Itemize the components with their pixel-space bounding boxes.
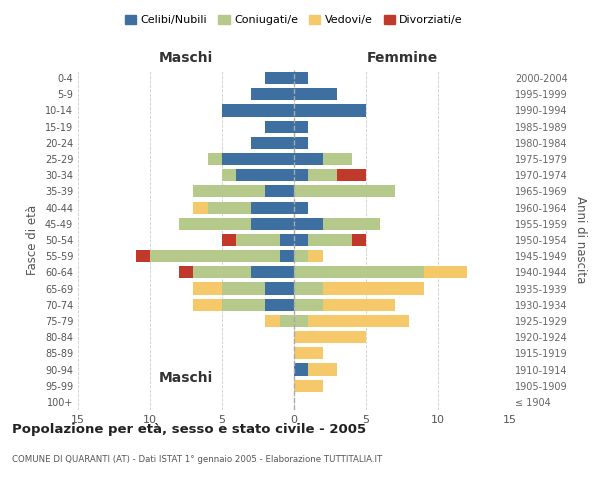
Bar — [294, 186, 395, 198]
Bar — [280, 315, 294, 327]
Bar — [294, 348, 323, 360]
Bar — [323, 218, 380, 230]
Bar — [294, 72, 308, 84]
Bar — [294, 364, 308, 376]
Y-axis label: Fasce di età: Fasce di età — [26, 205, 39, 275]
Bar — [294, 234, 308, 246]
Bar — [323, 282, 424, 294]
Bar — [222, 104, 294, 117]
Bar — [193, 202, 208, 213]
Bar — [193, 186, 265, 198]
Bar — [193, 266, 251, 278]
Bar — [236, 169, 294, 181]
Bar — [294, 104, 366, 117]
Bar — [308, 315, 409, 327]
Bar — [294, 218, 323, 230]
Bar — [265, 72, 294, 84]
Bar — [294, 298, 323, 311]
Bar — [251, 88, 294, 101]
Bar — [294, 153, 323, 165]
Bar — [265, 282, 294, 294]
Bar — [308, 169, 337, 181]
Bar — [294, 88, 337, 101]
Bar — [150, 250, 280, 262]
Bar — [280, 250, 294, 262]
Bar — [308, 364, 337, 376]
Bar — [294, 169, 308, 181]
Bar — [294, 202, 308, 213]
Bar — [179, 266, 193, 278]
Bar — [193, 282, 222, 294]
Bar — [294, 250, 308, 262]
Y-axis label: Anni di nascita: Anni di nascita — [574, 196, 587, 284]
Bar — [251, 137, 294, 149]
Text: Femmine: Femmine — [367, 51, 437, 65]
Bar — [193, 298, 222, 311]
Bar — [265, 315, 280, 327]
Bar — [222, 298, 265, 311]
Bar — [337, 169, 366, 181]
Bar — [236, 234, 280, 246]
Bar — [294, 331, 366, 343]
Bar — [208, 153, 222, 165]
Bar — [308, 234, 352, 246]
Text: Maschi: Maschi — [159, 51, 213, 65]
Bar — [265, 120, 294, 132]
Bar — [265, 186, 294, 198]
Bar — [323, 153, 352, 165]
Bar — [222, 153, 294, 165]
Bar — [222, 169, 236, 181]
Bar — [294, 282, 323, 294]
Bar — [280, 234, 294, 246]
Bar — [222, 234, 236, 246]
Bar — [294, 380, 323, 392]
Bar — [251, 266, 294, 278]
Bar — [294, 266, 424, 278]
Bar — [352, 234, 366, 246]
Bar — [222, 282, 265, 294]
Bar — [208, 202, 251, 213]
Bar — [424, 266, 467, 278]
Bar — [136, 250, 150, 262]
Bar — [265, 298, 294, 311]
Text: COMUNE DI QUARANTI (AT) - Dati ISTAT 1° gennaio 2005 - Elaborazione TUTTITALIA.I: COMUNE DI QUARANTI (AT) - Dati ISTAT 1° … — [12, 455, 382, 464]
Bar — [179, 218, 251, 230]
Bar — [251, 218, 294, 230]
Text: Maschi: Maschi — [159, 372, 213, 386]
Bar — [294, 315, 308, 327]
Bar — [308, 250, 323, 262]
Bar — [294, 120, 308, 132]
Bar — [251, 202, 294, 213]
Bar — [294, 137, 308, 149]
Legend: Celibi/Nubili, Coniugati/e, Vedovi/e, Divorziati/e: Celibi/Nubili, Coniugati/e, Vedovi/e, Di… — [121, 10, 467, 30]
Text: Popolazione per età, sesso e stato civile - 2005: Popolazione per età, sesso e stato civil… — [12, 422, 366, 436]
Bar — [323, 298, 395, 311]
